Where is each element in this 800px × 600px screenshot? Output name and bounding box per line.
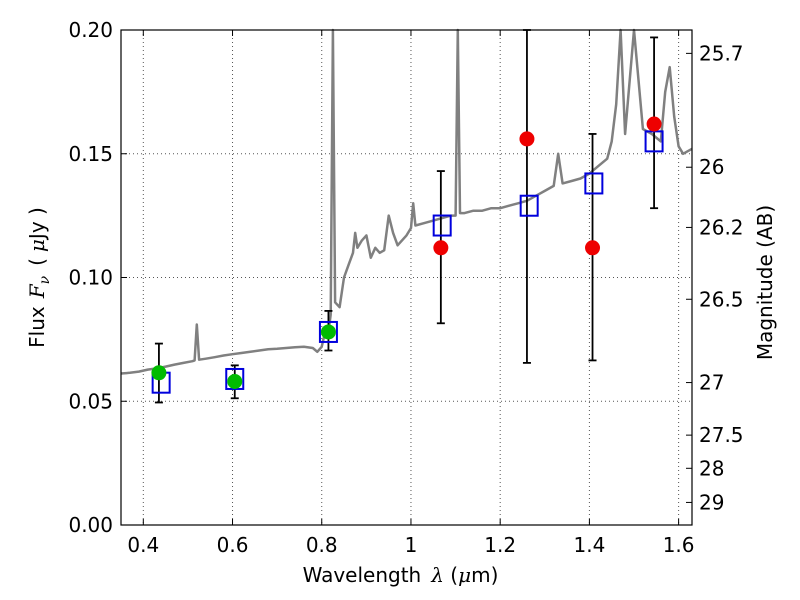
x-tick-label: 1.4 [573, 533, 605, 557]
y-tick-label: 0.05 [68, 389, 113, 413]
y-axis-title-unit-mu: μ [25, 239, 49, 252]
y-tick-label: 0.20 [68, 18, 113, 42]
y-axis-title-F: F [25, 283, 49, 299]
observed-point-red [433, 240, 449, 256]
observed-point-red [585, 240, 601, 256]
x-axis-title-unit-mu: μ [458, 563, 471, 587]
mag-tick-label: 25.7 [699, 41, 744, 65]
x-tick-label: 0.4 [127, 533, 159, 557]
model-photometry-box [318, 320, 338, 343]
x-axis-title: Wavelength λ (μm) [303, 563, 499, 587]
spectrum-line [120, 28, 693, 375]
y-axis-title-unit-rest: Jy ) [25, 207, 49, 241]
observed-point-red [519, 131, 535, 147]
observed-point-green [227, 373, 243, 389]
errorbar-series [154, 29, 659, 404]
mag-tick-label: 29 [699, 490, 724, 514]
y-axis-title-word: Flux [25, 306, 49, 348]
x-axis-title-lambda: λ [430, 563, 444, 587]
mag-tick-label: 27 [699, 371, 724, 395]
x-tick-label: 1.2 [484, 533, 516, 557]
y-tick-label: 0.15 [68, 142, 113, 166]
observed-point-red [646, 116, 662, 132]
observed-points-series [151, 116, 662, 389]
observed-point-green [320, 324, 336, 340]
y-tick-label: 0.00 [68, 513, 113, 537]
x-axis-title-word: Wavelength [303, 563, 422, 587]
model-photometry-box [225, 367, 245, 390]
spectrum-series [120, 28, 693, 375]
y-axis-title: Flux Fν ( μJy ) [25, 207, 53, 348]
grid [121, 29, 692, 526]
model-photometry-box [584, 172, 604, 195]
x-tick-label: 0.6 [217, 533, 249, 557]
observed-point-green [151, 365, 167, 381]
y-axis-title-nu: ν [37, 275, 53, 284]
mag-tick-label: 26.5 [699, 287, 744, 311]
mag-tick-label: 26 [699, 155, 724, 179]
plot-frame [120, 29, 693, 526]
axis-ticks: 0.4 0.6 0.8 1 1.2 1.4 1.6 0.00 0.05 0.10 0.15 0.20 2… [68, 18, 743, 557]
model-photometry-box [519, 194, 539, 217]
x-tick-label: 1.6 [663, 533, 695, 557]
y-axis-title-unit-open: ( [25, 258, 49, 266]
right-axis-title: Magnitude (AB) [753, 205, 777, 360]
x-tick-label: 1 [405, 533, 418, 557]
mag-tick-label: 28 [699, 456, 724, 480]
model-photometry-series [151, 130, 664, 394]
x-axis-title-unit-open: ( [444, 563, 458, 587]
model-photometry-box [432, 214, 452, 237]
mag-tick-label: 26.2 [699, 215, 744, 239]
y-tick-label: 0.10 [68, 266, 113, 290]
x-tick-label: 0.8 [306, 533, 338, 557]
mag-tick-label: 27.5 [699, 423, 744, 447]
x-axis-title-unit-rest: m) [471, 563, 498, 587]
